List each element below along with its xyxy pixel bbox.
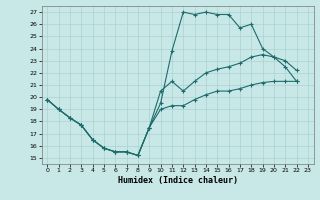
X-axis label: Humidex (Indice chaleur): Humidex (Indice chaleur) — [118, 176, 237, 185]
